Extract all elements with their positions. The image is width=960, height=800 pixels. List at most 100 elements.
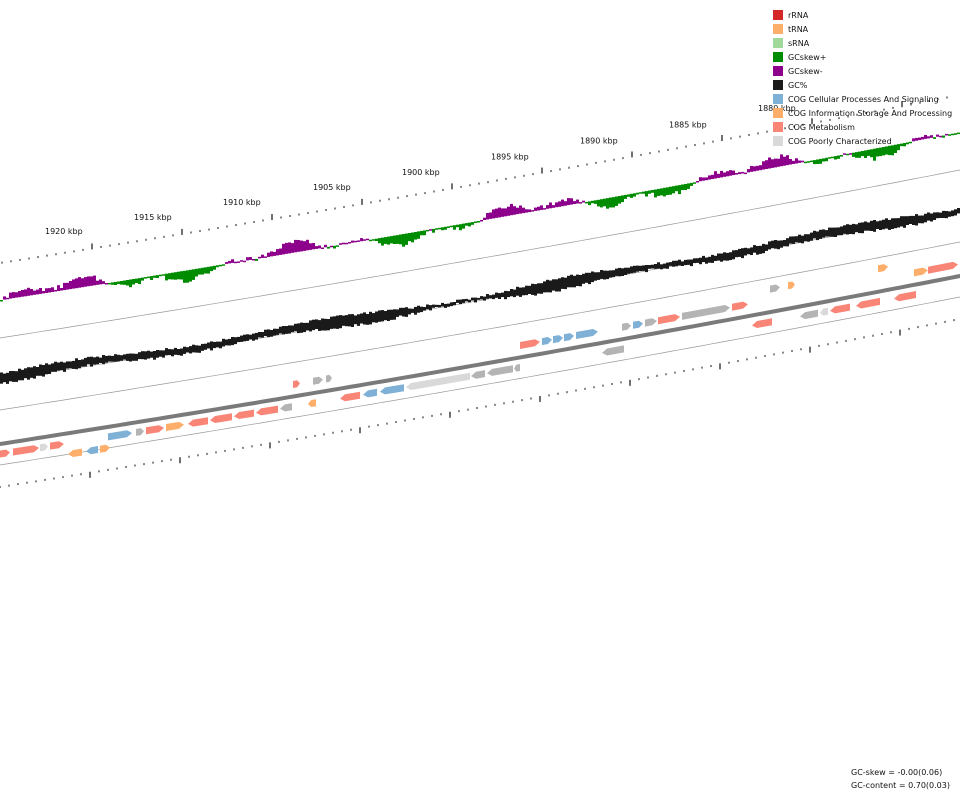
gc-bar: [87, 356, 90, 365]
gc-bar: [525, 285, 528, 296]
gc-bar: [774, 240, 777, 249]
skew-bar: [261, 254, 264, 258]
gc-bar: [696, 258, 699, 263]
gc-bar: [441, 302, 444, 307]
skew-bar: [735, 173, 738, 175]
gc-bar: [330, 316, 333, 329]
skew-bar: [510, 203, 513, 216]
skew-bar: [933, 137, 936, 139]
skew-bar: [366, 238, 369, 241]
skew-bar: [447, 226, 450, 228]
gc-bar: [663, 263, 666, 269]
skew-bar: [849, 153, 852, 155]
gc-bar: [234, 337, 237, 345]
gc-bar: [675, 260, 678, 267]
skew-bar: [957, 132, 960, 135]
gc-bar: [516, 286, 519, 296]
skew-bar: [84, 277, 87, 287]
gc-bar: [273, 328, 276, 336]
kbp-label: 1905 kbp: [313, 183, 351, 192]
skew-bar: [315, 246, 318, 249]
gc-bar: [807, 234, 810, 242]
gc-bar: [918, 215, 921, 224]
gc-bar: [375, 311, 378, 323]
gc-bar: [582, 273, 585, 284]
gc-bar: [660, 264, 663, 270]
skew-bar: [36, 289, 39, 295]
gc-bar: [198, 345, 201, 353]
gc-bar: [171, 349, 174, 357]
gene-feature: [928, 261, 958, 274]
skew-bar: [897, 144, 900, 151]
gc-bar: [462, 299, 465, 303]
gc-bar: [414, 306, 417, 315]
gc-bar: [396, 309, 399, 317]
gc-bar: [18, 368, 21, 381]
legend-swatch: [773, 52, 783, 62]
skew-bar: [582, 200, 585, 203]
skew-bar: [690, 182, 693, 186]
gc-bar: [288, 325, 291, 334]
skew-bar: [939, 135, 942, 138]
gc-bar: [318, 320, 321, 331]
gc-bar: [300, 322, 303, 333]
gc-bar: [222, 338, 225, 347]
gc-bar: [327, 319, 330, 331]
gc-bar: [384, 311, 387, 321]
gc-bar: [315, 319, 318, 329]
gc-bar: [534, 284, 537, 296]
skew-bar: [222, 264, 225, 266]
gene-feature: [256, 405, 278, 416]
skew-bar: [309, 243, 312, 250]
gc-bar: [225, 339, 228, 346]
gc-bar: [9, 371, 12, 382]
gc-bar: [219, 341, 222, 349]
gc-bar: [213, 341, 216, 349]
skew-bar: [579, 202, 582, 204]
gc-bar: [207, 342, 210, 349]
gc-bar: [591, 271, 594, 283]
gc-bar: [612, 270, 615, 278]
skew-bar: [660, 188, 663, 196]
gc-bar: [81, 359, 84, 367]
gc-bar: [432, 304, 435, 308]
gc-bar: [801, 235, 804, 244]
skew-bar: [936, 134, 939, 137]
gc-bar: [501, 292, 504, 298]
skew-bar: [339, 243, 342, 245]
gene-feature: [732, 301, 748, 311]
skew-bar: [282, 243, 285, 255]
skew-bar: [606, 198, 609, 209]
gc-bar: [789, 236, 792, 244]
skew-bar: [498, 207, 501, 218]
gc-bar: [270, 330, 273, 337]
gc-bar: [825, 230, 828, 237]
gc-bar: [684, 259, 687, 266]
skew-bar: [426, 229, 429, 232]
skew-bar: [657, 188, 660, 196]
skew-bar: [861, 151, 864, 157]
gene-feature: [108, 430, 132, 441]
gc-bar: [354, 315, 357, 325]
gc-bar: [351, 314, 354, 327]
gc-bar: [402, 307, 405, 317]
skew-bar: [948, 134, 951, 136]
skew-bar: [804, 161, 807, 164]
skew-bar: [873, 148, 876, 161]
gc-bar: [30, 367, 33, 378]
gc-bar: [36, 367, 39, 376]
skew-bar: [792, 160, 795, 164]
gc-bar: [84, 357, 87, 367]
skew-bar: [597, 199, 600, 207]
legend-item: GCskew+: [773, 50, 952, 64]
skew-bar: [225, 262, 228, 264]
skew-bar: [813, 160, 816, 165]
gc-bar: [633, 265, 636, 273]
skew-bar: [255, 258, 258, 261]
gc-bar: [894, 218, 897, 229]
skew-bar: [546, 205, 549, 209]
genome-backbone: [0, 273, 960, 447]
gc-bar: [390, 309, 393, 320]
gc-bar: [723, 252, 726, 261]
gc-bar: [750, 247, 753, 255]
